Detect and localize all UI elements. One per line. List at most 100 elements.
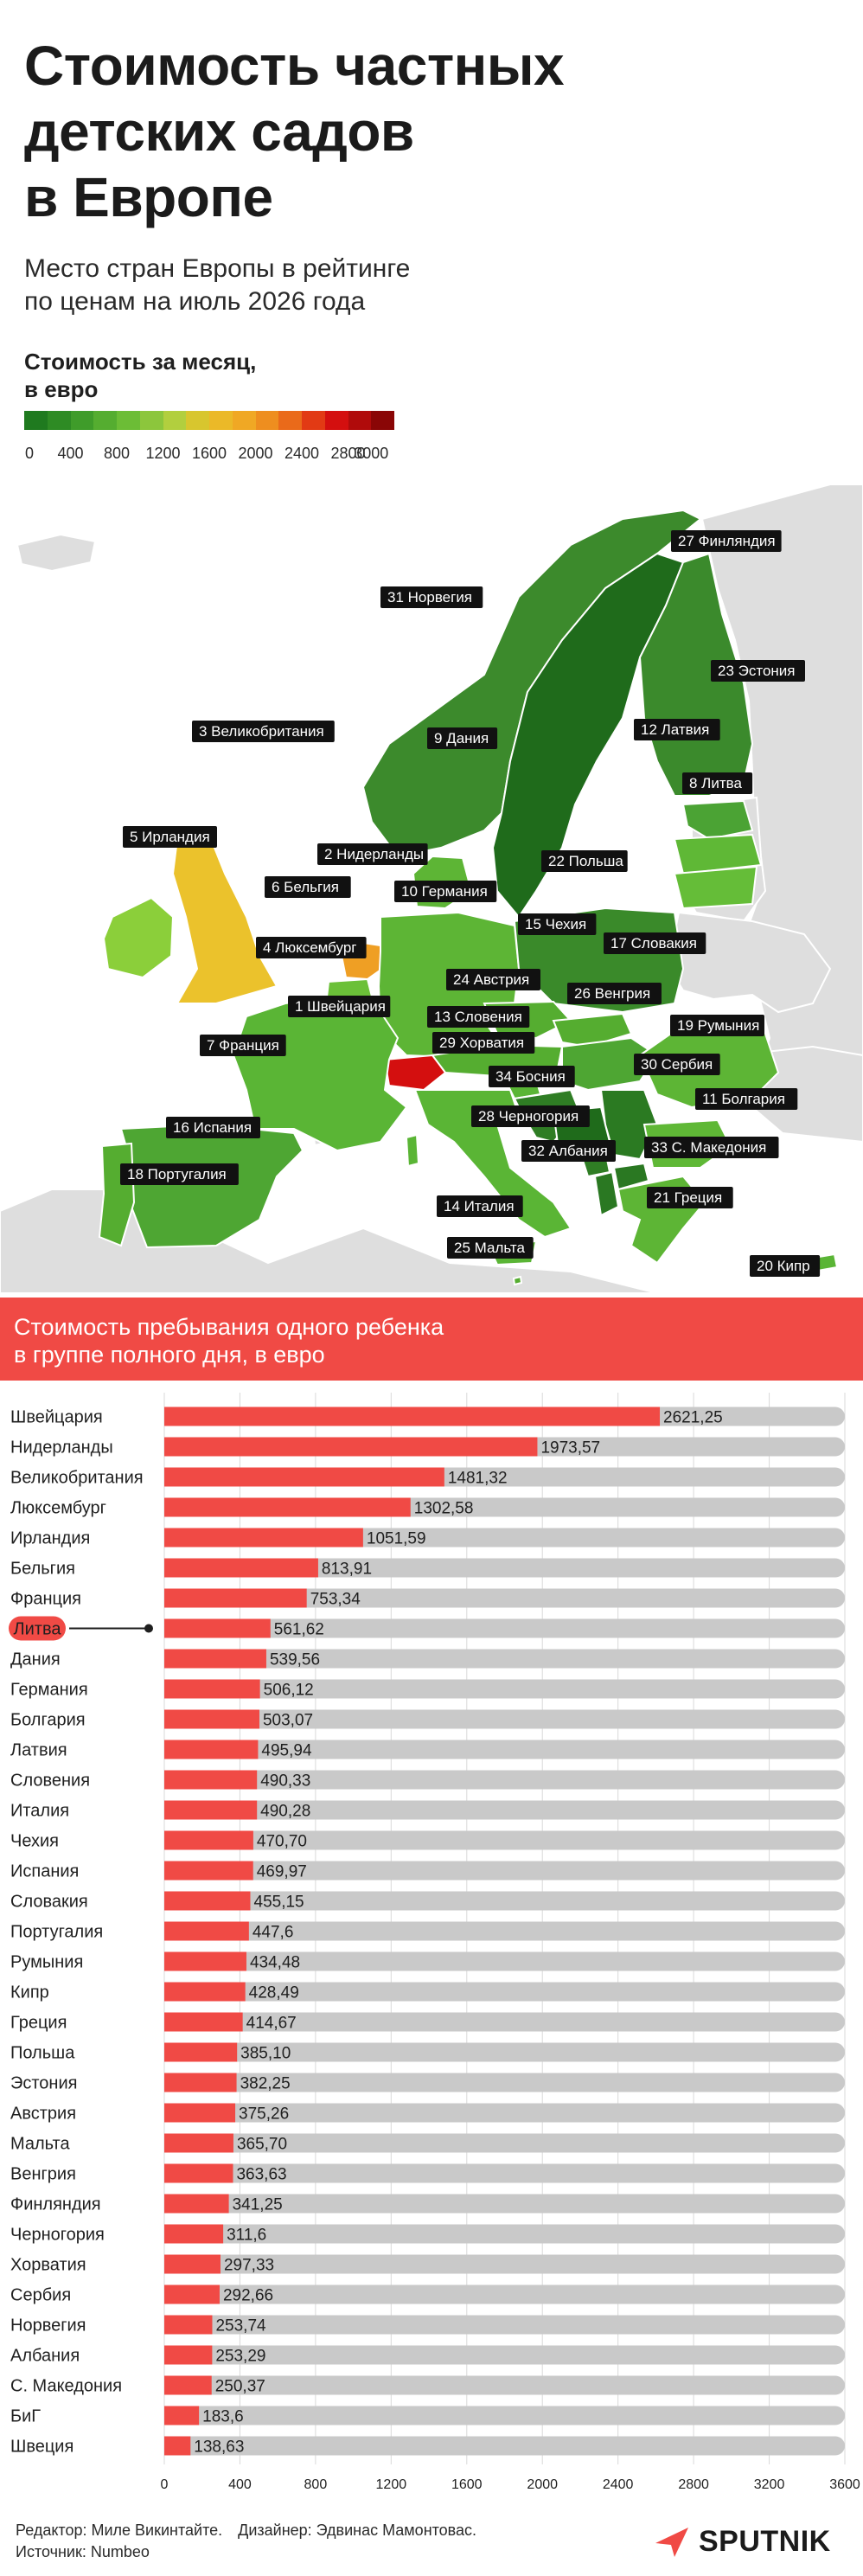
value-label: 341,25 <box>233 2196 283 2214</box>
value-label: 365,70 <box>237 2136 287 2154</box>
legend-title-line: Стоимость за месяц, <box>24 349 257 375</box>
map-label-text: 11 Болгария <box>702 1091 785 1107</box>
value-label: 753,34 <box>310 1591 361 1609</box>
category-label: БиГ <box>10 2407 41 2426</box>
map-country-label: 6 Бельгия <box>265 876 351 898</box>
value-label: 297,33 <box>224 2257 274 2275</box>
value-label: 1973,57 <box>540 1439 600 1458</box>
bar-track <box>164 2133 845 2153</box>
map-label-box <box>192 721 335 742</box>
category-label: Ирландия <box>10 1529 90 1548</box>
bar <box>164 1467 444 1487</box>
bar-track <box>164 2163 845 2183</box>
legend-color-step <box>348 411 372 430</box>
value-label: 495,94 <box>261 1742 312 1760</box>
map-label-text: 23 Эстония <box>718 663 796 679</box>
legend-tick-labels: 0 400 800 1200 1600 2000 2400 2800 3000 <box>24 445 405 471</box>
bar <box>164 1800 258 1820</box>
value-label: 414,67 <box>246 2015 297 2033</box>
legend-color-step <box>232 411 256 430</box>
map-country-label: 26 Венгрия <box>567 983 662 1004</box>
value-label: 183,6 <box>202 2408 244 2426</box>
category-label: Норвегия <box>10 2316 86 2336</box>
value-label: 539,56 <box>270 1651 320 1669</box>
map-label-text: 12 Латвия <box>641 721 709 738</box>
bar-track <box>164 2345 845 2365</box>
category-label: Албания <box>10 2347 80 2366</box>
map-label-text: 14 Италия <box>444 1198 515 1214</box>
map-country-label: 31 Норвегия <box>380 586 483 608</box>
map-label-box <box>711 660 805 682</box>
bar-track <box>164 2073 845 2092</box>
value-label: 253,29 <box>215 2348 265 2366</box>
category-label: Литва <box>14 1620 62 1639</box>
map-label-text: 21 Греция <box>654 1189 722 1206</box>
map-label-text: 24 Австрия <box>453 971 529 988</box>
bar-track <box>164 2224 845 2244</box>
map-label-text: 8 Литва <box>689 775 742 791</box>
category-label: Португалия <box>10 1923 103 1942</box>
x-tick-label: 2000 <box>527 2477 558 2492</box>
banner-line: Стоимость пребывания одного ребенка <box>14 1314 444 1340</box>
section-banner: Стоимость пребывания одного ребенка в гр… <box>0 1298 863 1381</box>
highlight-dot <box>144 1624 153 1633</box>
map-country-label: 5 Ирландия <box>123 826 217 848</box>
map-label-text: 2 Нидерланды <box>324 846 424 862</box>
bar <box>164 2103 236 2123</box>
bar <box>164 1437 538 1457</box>
bar <box>164 1861 253 1881</box>
editor-credit: Редактор: Миле Викинтайте. <box>16 2522 223 2539</box>
bar <box>164 1921 249 1941</box>
map-country-label: 4 Люксембург <box>256 937 367 958</box>
bar-track <box>164 2103 845 2123</box>
bar <box>164 2284 220 2304</box>
iceland-shape <box>16 533 97 573</box>
category-label: Венгрия <box>10 2165 76 2184</box>
map-country-label: 32 Албания <box>521 1140 616 1162</box>
map-country-label: 24 Австрия <box>446 969 540 990</box>
category-label: Греция <box>10 2014 67 2033</box>
x-tick-label: 3200 <box>754 2477 785 2492</box>
ireland-shape <box>102 896 175 979</box>
map-label-box <box>256 937 367 958</box>
bar <box>164 2073 237 2092</box>
map-label-box <box>437 1195 523 1217</box>
legend-tick-label: 1200 <box>145 445 181 462</box>
legend-color-step <box>255 411 279 430</box>
map-label-text: 4 Люксембург <box>263 939 357 956</box>
legend-title-line: в евро <box>24 376 99 402</box>
x-tick-label: 3600 <box>829 2477 860 2492</box>
source-credit: Источник: Numbeo <box>16 2543 150 2560</box>
uk-shape <box>171 829 278 1004</box>
map-label-box <box>634 1054 720 1075</box>
category-label: Австрия <box>10 2105 76 2124</box>
map-country-label: 25 Мальта <box>447 1237 534 1259</box>
category-label: Дания <box>10 1650 61 1669</box>
legend-color-step <box>371 411 394 430</box>
bar <box>164 2133 233 2153</box>
map-label-box <box>521 1140 616 1162</box>
north-macedonia-shape <box>612 1162 650 1191</box>
map-country-label: 34 Босния <box>489 1066 575 1087</box>
lithuania-shape <box>673 865 758 910</box>
map-country-label: 15 Чехия <box>518 913 597 935</box>
legend-color-step <box>93 411 117 430</box>
legend-tick-label: 400 <box>57 445 84 462</box>
value-label: 469,97 <box>257 1863 307 1881</box>
map-country-label: 14 Италия <box>437 1195 523 1217</box>
legend-color-step <box>278 411 302 430</box>
category-label: Хорватия <box>10 2256 86 2275</box>
legend-color-step <box>24 411 48 430</box>
map-label-box <box>682 772 753 794</box>
bar-track <box>164 2436 845 2456</box>
value-label: 138,63 <box>194 2438 244 2457</box>
category-label: Бельгия <box>10 1560 75 1579</box>
bar-track <box>164 1740 845 1759</box>
map-label-text: 6 Бельгия <box>272 879 339 895</box>
title-line: детских садов <box>24 100 414 163</box>
map-label-box <box>427 1006 530 1028</box>
value-label: 434,48 <box>250 1954 300 1972</box>
bar-track <box>164 1618 845 1638</box>
map-country-label: 8 Литва <box>682 772 753 794</box>
